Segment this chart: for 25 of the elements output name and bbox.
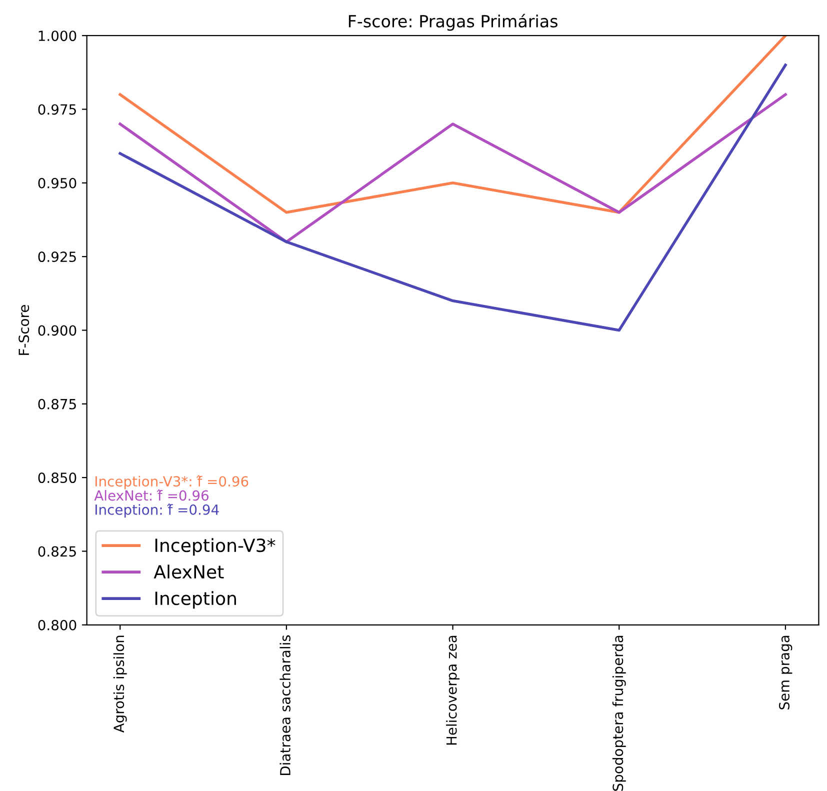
- line-series: [118, 36, 787, 214]
- y-axis-title: F-Score: [18, 305, 30, 355]
- y-tick-label: 0.925: [38, 252, 76, 262]
- y-tick-label: 0.800: [38, 620, 76, 630]
- x-tick-label: Agrotis ipsilon: [113, 636, 127, 733]
- legend-label: AlexNet: [154, 564, 224, 579]
- y-tick-label: 0.950: [38, 178, 76, 188]
- x-tick-label: Helicoverpa zea: [446, 636, 460, 745]
- y-tick-label: 0.825: [38, 546, 76, 557]
- line-series: [118, 93, 787, 244]
- line-series: [118, 64, 787, 332]
- x-tick-label: Spodoptera frugiperda: [612, 636, 626, 791]
- y-tick-label: 0.975: [38, 104, 76, 115]
- annotation: AlexNet: f̂ =0.96: [94, 489, 208, 501]
- y-tick-label: 0.900: [38, 325, 76, 336]
- x-tick-label: Diatraea saccharalis: [280, 635, 290, 775]
- legend-label: Inception: [155, 591, 236, 609]
- annotation: Inception-V3*: f̂ =0.96: [96, 475, 248, 490]
- chart-title: F-score: Pragas Primárias: [348, 14, 558, 31]
- legend-label: Inception-V3*: [155, 538, 276, 556]
- y-tick-label: 0.850: [38, 472, 76, 484]
- x-tick-label: Sem praga: [778, 636, 792, 710]
- annotation: Inception: f̂ =0.94: [96, 504, 219, 518]
- y-tick-label: 1.000: [38, 30, 76, 42]
- y-tick-label: 0.875: [38, 398, 76, 410]
